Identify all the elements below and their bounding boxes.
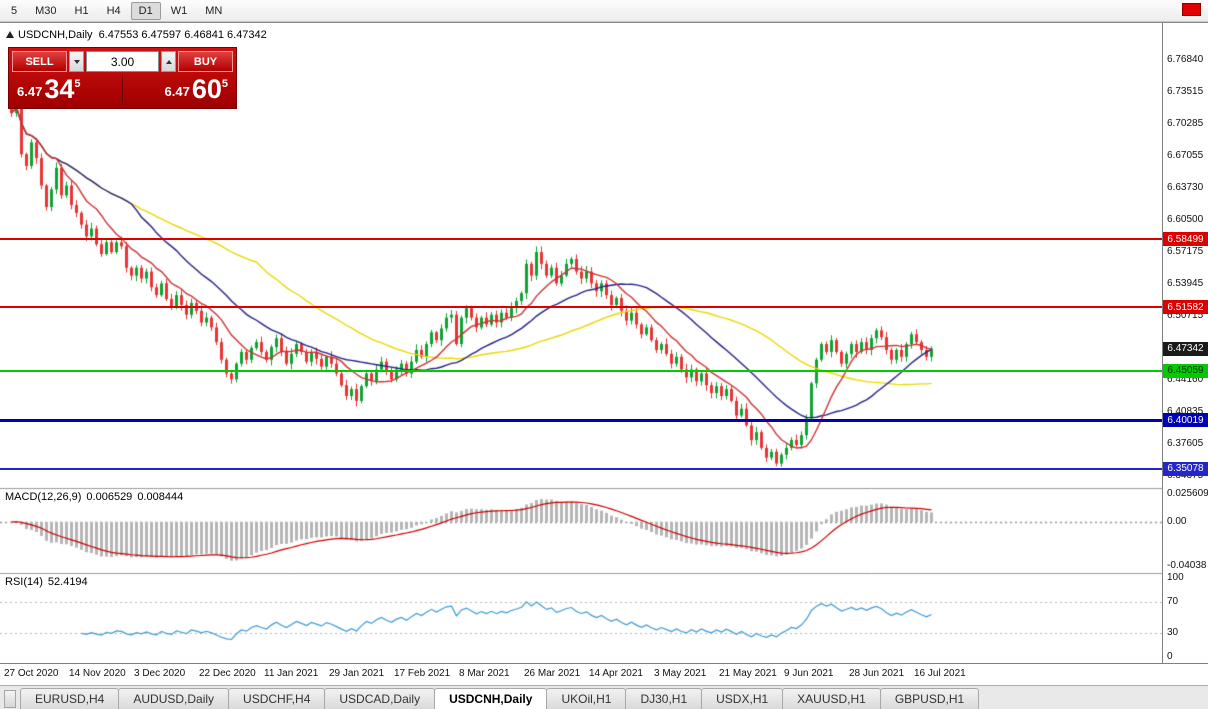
rsi-axis-label: 100	[1167, 572, 1184, 583]
chart-tab-audusd[interactable]: AUDUSD,Daily	[118, 688, 230, 709]
macd-axis-label: -0.04038	[1167, 560, 1207, 571]
toolbar-red-indicator[interactable]	[1182, 3, 1201, 16]
date-label: 21 May 2021	[719, 668, 777, 679]
rsi-value: 52.4194	[47, 576, 88, 588]
buy-button[interactable]: BUY	[178, 51, 233, 72]
price-axis-label: 6.37605	[1167, 437, 1204, 449]
chart-tab-usdcad[interactable]: USDCAD,Daily	[324, 688, 436, 709]
chart-tab-xauusd[interactable]: XAUUSD,H1	[782, 688, 881, 709]
chart-tabs-bar: EURUSD,H4 AUDUSD,Daily USDCHF,H4 USDCAD,Dai…	[0, 685, 1208, 709]
timeframe-buttons-group: 5 M30 H1 H4 D1 W1 MN	[2, 1, 231, 20]
price-axis-label: 6.76840	[1167, 53, 1204, 65]
timeframe-m30[interactable]: M30	[27, 2, 64, 20]
date-label: 26 Mar 2021	[524, 668, 581, 679]
price-axis-label: 6.67055	[1167, 149, 1204, 161]
date-label: 3 Dec 2020	[134, 668, 186, 679]
macd-indicator-label: MACD(12,26,9) 0.006529 0.008444	[5, 491, 188, 503]
chart-title: USDCNH,Daily 6.47553 6.47597 6.46841 6.47…	[6, 29, 267, 41]
horizontal-level-line[interactable]	[0, 369, 1162, 372]
chart-window: USDCNH,Daily 6.47553 6.47597 6.46841 6.47…	[0, 22, 1208, 664]
rsi-axis-label: 70	[1167, 595, 1179, 607]
horizontal-level-line[interactable]	[0, 418, 1162, 422]
level-price-badge: 6.51582	[1163, 300, 1208, 315]
chart-canvas[interactable]	[0, 23, 1162, 664]
date-label: 27 Oct 2020	[4, 668, 59, 679]
rsi-indicator-label: RSI(14) 52.4194	[5, 576, 93, 588]
chart-ohlc-values: 6.47553 6.47597 6.46841 6.47342	[98, 29, 267, 41]
ask-price-point: 5	[221, 78, 228, 90]
date-label: 16 Jul 2021	[914, 668, 966, 679]
date-label: 11 Jan 2021	[264, 668, 319, 679]
date-label: 17 Feb 2021	[394, 668, 451, 679]
volume-input[interactable]	[86, 51, 159, 72]
current-price-badge: 6.47342	[1163, 341, 1208, 356]
price-axis-label: 6.50715	[1167, 309, 1204, 321]
macd-main-value: 0.006529	[86, 491, 133, 503]
date-label: 14 Apr 2021	[589, 668, 643, 679]
price-axis-label: 6.60500	[1167, 213, 1204, 225]
volume-increase-button[interactable]	[161, 51, 176, 72]
date-label: 14 Nov 2020	[69, 668, 126, 679]
chart-tab-usdx[interactable]: USDX,H1	[701, 688, 784, 709]
sell-button[interactable]: SELL	[12, 51, 67, 72]
horizontal-level-line[interactable]	[0, 306, 1162, 309]
volume-decrease-button[interactable]	[69, 51, 84, 72]
date-label: 9 Jun 2021	[784, 668, 834, 679]
date-label: 22 Dec 2020	[199, 668, 256, 679]
ask-price: 6.47 60 5	[122, 75, 233, 105]
bid-price-point: 5	[74, 78, 81, 90]
timeframe-w1[interactable]: W1	[163, 2, 196, 20]
chart-marker-icon	[6, 31, 14, 38]
timeframe-h1[interactable]: H1	[67, 2, 97, 20]
rsi-axis-label: 30	[1167, 627, 1179, 639]
chart-tab-eurusd[interactable]: EURUSD,H4	[20, 688, 120, 709]
price-axis-label: 6.70285	[1167, 117, 1204, 129]
level-price-badge: 6.45059	[1163, 363, 1208, 378]
date-label: 3 May 2021	[654, 668, 707, 679]
price-axis-label: 6.44160	[1167, 373, 1204, 385]
level-price-badge: 6.35078	[1163, 461, 1208, 476]
level-price-badge: 6.40019	[1163, 413, 1208, 428]
macd-axis-label: 0.025609	[1167, 488, 1208, 499]
ask-price-base: 6.47	[164, 84, 190, 99]
price-axis-label: 6.73515	[1167, 86, 1204, 98]
timeframe-mn[interactable]: MN	[197, 2, 230, 20]
macd-signal-value: 0.008444	[137, 491, 184, 503]
timeframe-5[interactable]: 5	[3, 2, 25, 20]
chart-tab-dj30[interactable]: DJ30,H1	[625, 688, 703, 709]
time-axis[interactable]: 27 Oct 2020 14 Nov 2020 3 Dec 2020 22 Dec 2…	[0, 663, 1208, 685]
tab-scroll-button[interactable]	[4, 690, 16, 708]
bid-price-pips: 34	[44, 74, 75, 104]
timeframe-d1[interactable]: D1	[130, 1, 161, 20]
macd-name: MACD(12,26,9)	[5, 491, 82, 503]
date-label: 29 Jan 2021	[329, 668, 385, 679]
macd-axis-label: 0.00	[1167, 515, 1187, 527]
timeframe-h4[interactable]: H4	[99, 2, 129, 20]
chart-tab-ukoil[interactable]: UKOil,H1	[546, 688, 627, 709]
rsi-axis-label: 0	[1167, 651, 1173, 662]
horizontal-level-line[interactable]	[0, 238, 1162, 241]
date-label: 8 Mar 2021	[459, 668, 510, 679]
chart-symbol-period: USDCNH,Daily	[18, 29, 93, 41]
rsi-name: RSI(14)	[5, 576, 43, 588]
price-axis-label: 6.63730	[1167, 182, 1204, 194]
chart-tab-usdchf[interactable]: USDCHF,H4	[228, 688, 326, 709]
price-axis-label: 6.53945	[1167, 277, 1204, 289]
level-price-badge: 6.58499	[1163, 232, 1208, 247]
price-axis-label: 6.40835	[1167, 406, 1204, 418]
chart-tabs: EURUSD,H4 AUDUSD,Daily USDCHF,H4 USDCAD,Dai…	[20, 688, 980, 709]
timeframe-toolbar: 5 M30 H1 H4 D1 W1 MN	[0, 0, 1208, 22]
chart-tab-gbpusd[interactable]: GBPUSD,H1	[879, 688, 980, 709]
horizontal-level-line[interactable]	[0, 467, 1162, 470]
bid-price-base: 6.47	[17, 84, 43, 99]
bid-price: 6.47 34 5	[12, 75, 122, 105]
chart-tab-usdcnh[interactable]: USDCNH,Daily	[434, 688, 548, 709]
price-axis-label: 6.57175	[1167, 246, 1204, 258]
ask-price-pips: 60	[191, 74, 222, 104]
date-label: 28 Jun 2021	[849, 668, 905, 679]
one-click-trading-panel: SELL BUY 6.47 34 5 6.47 60 5	[8, 47, 237, 109]
